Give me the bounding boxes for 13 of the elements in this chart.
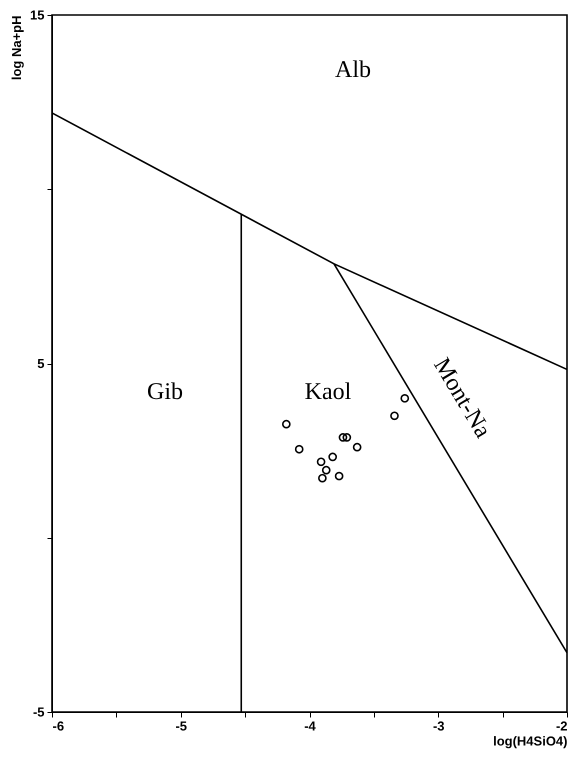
y-tick-label: 15 [30, 8, 44, 22]
y-tick-label: -5 [32, 704, 44, 720]
annotation: Kaol [304, 379, 352, 405]
x-axis-title: log(H4SiO4) [493, 734, 568, 748]
x-tick-label: -5 [175, 718, 188, 734]
x-tick-label: -4 [304, 718, 317, 734]
y-tick-label: 5 [37, 356, 44, 371]
annotation: Alb [335, 57, 371, 83]
annotation: Gib [147, 379, 183, 405]
x-tick-label: -6 [52, 718, 64, 734]
x-tick-label: -3 [432, 718, 445, 734]
x-tick-label: -2 [556, 718, 568, 734]
y-axis-title: log Na+pH [9, 16, 24, 80]
